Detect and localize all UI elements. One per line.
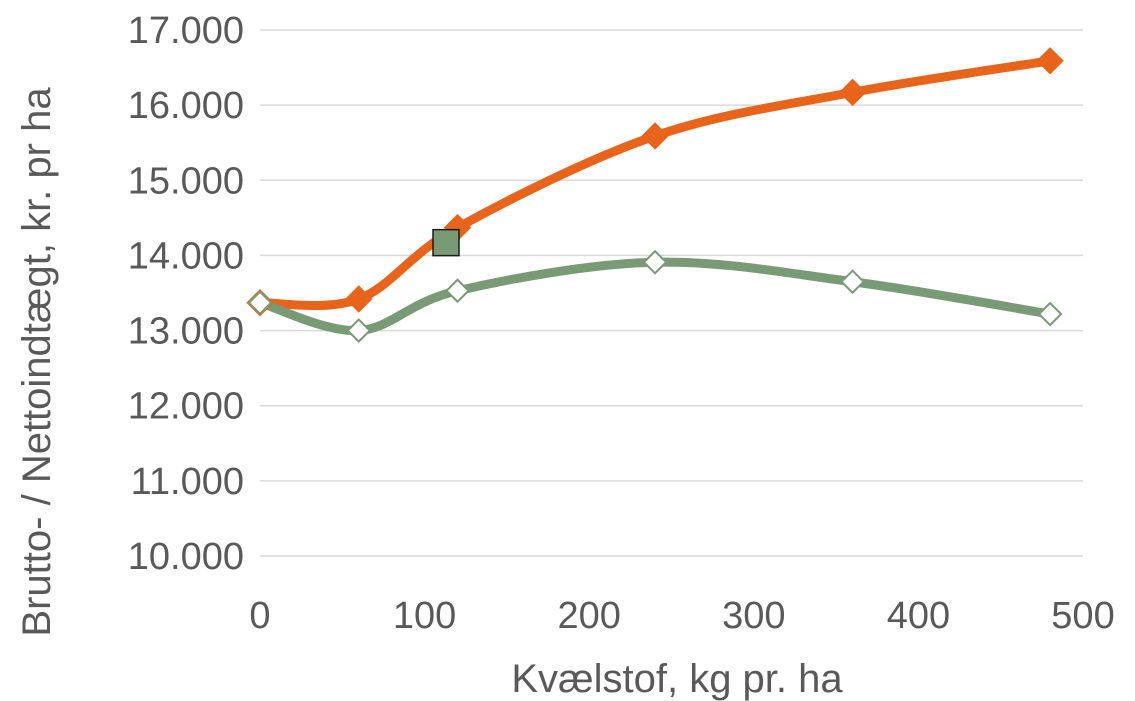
y-axis-ticks: 10.000 11.000 12.000 13.000 14.000 15.000 16.0… [128, 10, 244, 578]
y-tick-label-0: 10.000 [128, 536, 244, 578]
series-layer [255, 56, 1055, 336]
y-tick-label-5: 15.000 [128, 160, 244, 202]
y-tick-label-6: 16.000 [128, 85, 244, 127]
y-tick-label-3: 13.000 [128, 311, 244, 353]
x-tick-label-5: 500 [1051, 595, 1114, 637]
series-1-point-3 [642, 249, 668, 275]
y-axis-title: Brutto- / Nettoindtægt, kr. pr ha [15, 87, 59, 637]
markers-layer [246, 47, 1064, 343]
x-tick-label-3: 300 [722, 595, 785, 637]
series-1-point-5 [1037, 301, 1063, 327]
series-1-point-4 [840, 269, 865, 295]
y-tick-label-4: 14.000 [128, 235, 244, 277]
y-tick-label-1: 11.000 [131, 461, 244, 503]
x-tick-label-1: 100 [393, 595, 456, 637]
x-axis-title: Kvælstof, kg pr. ha [511, 657, 843, 701]
y-tick-label-7: 17.000 [128, 10, 244, 52]
series-0-point-4 [838, 78, 867, 107]
gridlines [260, 29, 1083, 557]
annotation-square-0 [432, 228, 460, 257]
series-0-point-1 [345, 285, 373, 313]
annotation-layer [432, 228, 460, 257]
series-0-point-5 [1036, 47, 1064, 75]
series-1-point-1 [346, 318, 372, 343]
series-1-point-0 [247, 290, 273, 316]
series-1-point-2 [445, 278, 470, 304]
y-tick-label-2: 12.000 [128, 386, 244, 428]
x-tick-label-0: 0 [249, 595, 270, 637]
series-0-point-3 [641, 122, 669, 150]
x-tick-label-2: 200 [557, 595, 620, 637]
x-tick-label-4: 400 [887, 595, 950, 637]
x-axis-ticks: 0 100 200 300 400 500 [249, 595, 1114, 637]
